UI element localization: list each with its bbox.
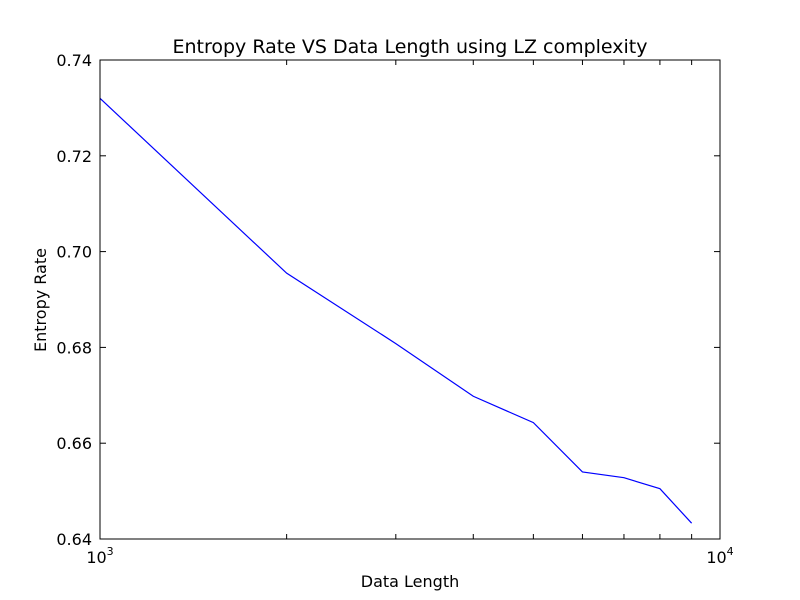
y-tick-label: 0.68 (56, 338, 92, 357)
series-line-0 (99, 97, 693, 524)
y-axis-label: Entropy Rate (31, 248, 50, 352)
plot-frame (99, 59, 721, 540)
chart-title: Entropy Rate VS Data Length using LZ com… (172, 36, 647, 58)
x-tick-label: 103 (86, 545, 113, 567)
y-tick-label: 0.70 (56, 243, 92, 262)
y-tick-label: 0.66 (56, 434, 92, 453)
plot-area: 0.64 0.66 0.68 0.70 0.72 0.74 103 104 (56, 51, 733, 567)
y-tick-label: 0.74 (56, 51, 92, 70)
y-tick-label: 0.64 (56, 530, 92, 549)
y-tick-label: 0.72 (56, 147, 92, 166)
x-tick-label: 104 (706, 545, 733, 567)
x-axis-label: Data Length (361, 572, 459, 591)
